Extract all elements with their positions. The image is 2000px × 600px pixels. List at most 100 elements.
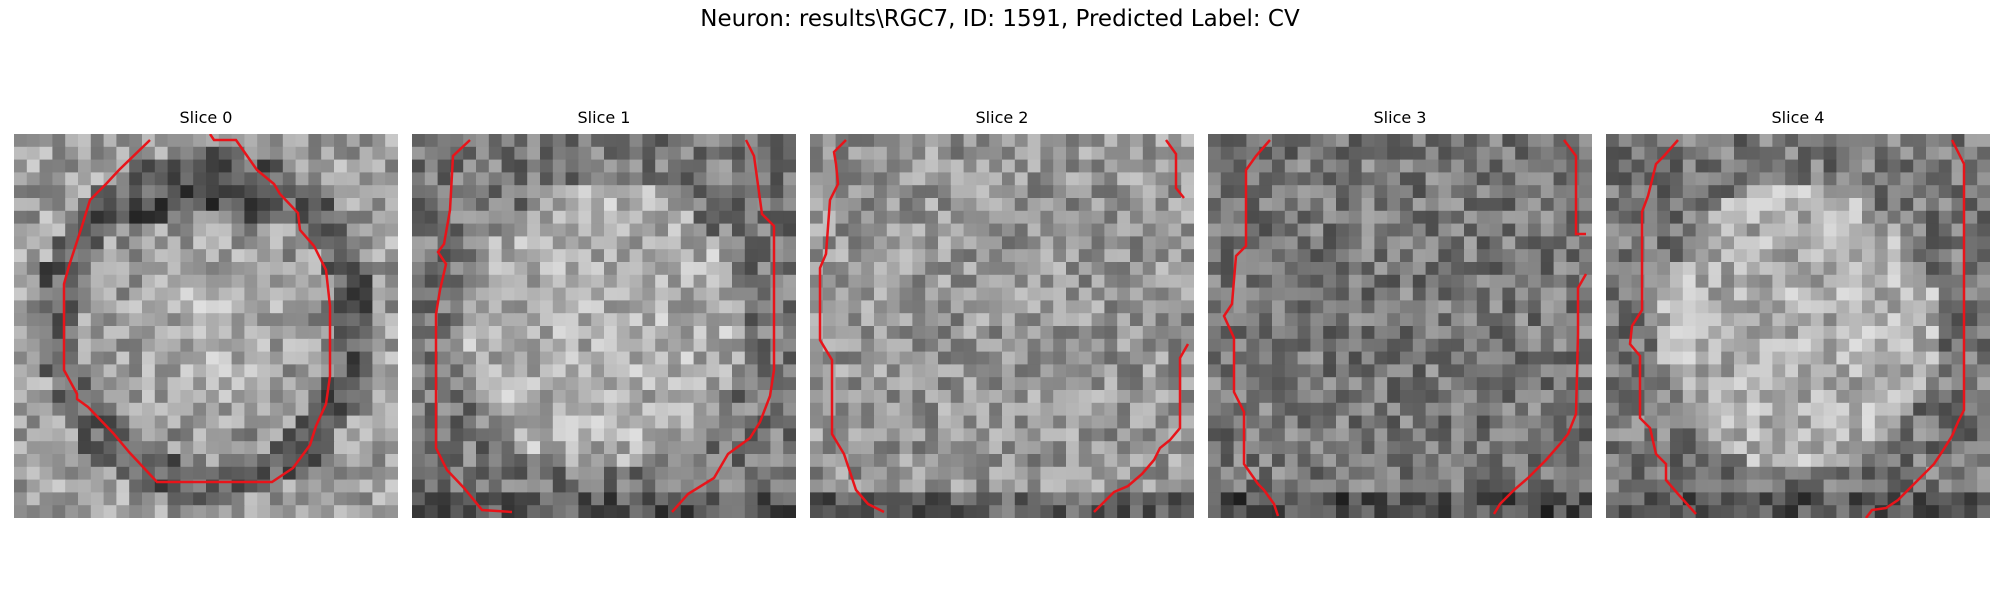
image-pixel	[783, 313, 796, 327]
image-pixel	[142, 505, 156, 518]
image-pixel	[1130, 198, 1144, 212]
image-pixel	[1553, 402, 1567, 417]
image-pixel	[1489, 210, 1503, 225]
image-pixel	[476, 364, 490, 378]
image-pixel	[257, 223, 271, 237]
image-pixel	[1695, 313, 1709, 327]
image-pixel	[1438, 351, 1452, 365]
image-pixel	[527, 249, 541, 263]
image-pixel	[154, 505, 169, 518]
image-pixel	[1272, 377, 1286, 391]
image-pixel	[270, 236, 284, 250]
image-pixel	[770, 159, 784, 173]
image-pixel	[65, 134, 79, 148]
image-pixel	[706, 172, 720, 186]
image-pixel	[424, 146, 439, 161]
image-pixel	[1721, 492, 1735, 506]
image-pixel	[270, 313, 284, 327]
image-pixel	[629, 479, 643, 493]
image-pixel	[372, 415, 386, 429]
image-pixel	[604, 185, 618, 199]
image-pixel	[1606, 210, 1620, 225]
image-pixel	[1964, 198, 1978, 212]
image-pixel	[167, 415, 181, 429]
image-pixel	[861, 236, 875, 250]
image-pixel	[1297, 364, 1311, 378]
image-pixel	[1606, 364, 1620, 378]
image-pixel	[1053, 326, 1067, 340]
image-pixel	[912, 326, 926, 340]
image-pixel	[1734, 262, 1748, 276]
image-pixel	[642, 223, 656, 237]
image-pixel	[1900, 466, 1914, 481]
image-pixel	[1348, 223, 1363, 237]
image-pixel	[385, 338, 398, 353]
image-pixel	[257, 185, 271, 199]
image-pixel	[1772, 364, 1786, 378]
image-pixel	[1887, 351, 1901, 365]
image-pixel	[810, 479, 824, 493]
image-pixel	[1425, 505, 1439, 518]
image-pixel	[218, 402, 233, 417]
image-pixel	[1746, 454, 1761, 468]
image-pixel	[1579, 134, 1592, 148]
image-pixel	[103, 479, 117, 493]
image-pixel	[154, 210, 169, 225]
image-pixel	[52, 428, 66, 442]
image-pixel	[52, 351, 66, 365]
image-pixel	[1670, 313, 1684, 327]
image-pixel	[835, 428, 849, 442]
image-pixel	[719, 223, 733, 237]
image-pixel	[1374, 479, 1388, 493]
image-pixel	[1259, 454, 1273, 468]
image-pixel	[552, 351, 567, 365]
image-pixel	[321, 210, 335, 225]
image-pixel	[26, 223, 41, 237]
image-pixel	[1734, 313, 1748, 327]
image-pixel	[14, 313, 28, 327]
image-pixel	[886, 185, 901, 199]
image-pixel	[642, 326, 656, 340]
image-pixel	[770, 146, 784, 161]
image-pixel	[706, 505, 720, 518]
image-pixel	[706, 300, 720, 314]
image-pixel	[629, 300, 643, 314]
image-pixel	[218, 454, 233, 468]
image-pixel	[501, 274, 515, 289]
image-pixel	[1425, 236, 1439, 250]
image-pixel	[1040, 338, 1054, 353]
image-pixel	[1926, 505, 1940, 518]
image-pixel	[1053, 223, 1067, 237]
image-pixel	[1014, 198, 1029, 212]
image-pixel	[1027, 146, 1041, 161]
image-pixel	[642, 364, 656, 378]
image-pixel	[693, 249, 707, 263]
image-pixel	[1272, 492, 1286, 506]
image-pixel	[1874, 262, 1889, 276]
image-pixel	[1874, 134, 1889, 148]
image-pixel	[912, 146, 926, 161]
image-pixel	[1181, 428, 1194, 442]
image-pixel	[1887, 338, 1901, 353]
image-pixel	[1528, 134, 1542, 148]
image-pixel	[1810, 326, 1825, 340]
image-pixel	[476, 326, 490, 340]
image-pixel	[1053, 454, 1067, 468]
image-pixel	[1874, 441, 1889, 455]
image-pixel	[1926, 185, 1940, 199]
image-pixel	[1938, 134, 1953, 148]
image-pixel	[744, 415, 759, 429]
image-pixel	[810, 185, 824, 199]
image-pixel	[1938, 338, 1953, 353]
image-pixel	[1785, 505, 1799, 518]
image-pixel	[770, 172, 784, 186]
image-pixel	[629, 172, 643, 186]
image-pixel	[1785, 300, 1799, 314]
image-pixel	[1721, 441, 1735, 455]
image-pixel	[810, 287, 824, 301]
image-pixel	[783, 390, 796, 404]
image-pixel	[1336, 351, 1350, 365]
image-pixel	[1823, 198, 1837, 212]
image-pixel	[90, 287, 105, 301]
image-pixel	[963, 198, 977, 212]
